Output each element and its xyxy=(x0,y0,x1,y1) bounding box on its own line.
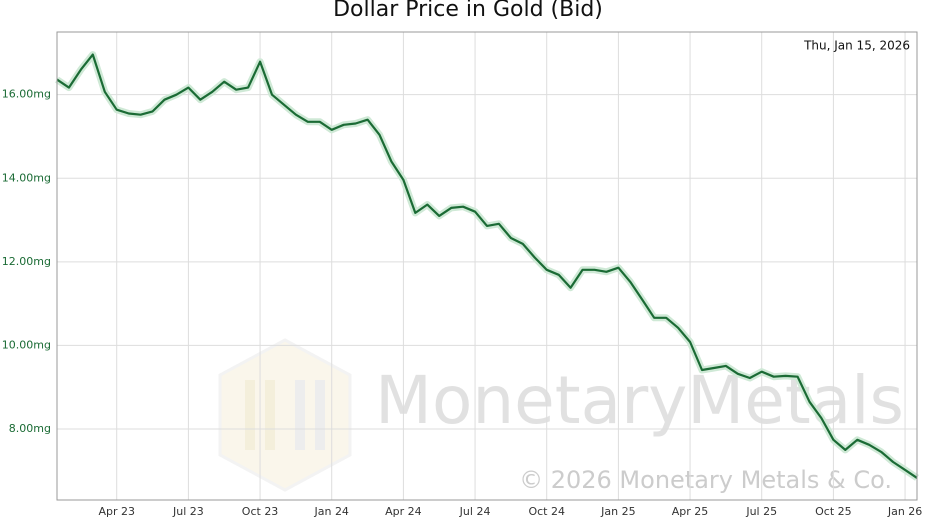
watermark-logo xyxy=(295,380,305,450)
plot xyxy=(55,32,919,500)
y-tick-label: 16.00mg xyxy=(2,88,51,101)
line xyxy=(56,53,918,479)
x-tick-label: Oct 24 xyxy=(528,505,565,518)
y-tick-label: 8.00mg xyxy=(9,422,51,435)
copyright: © 2026 Monetary Metals & Co. xyxy=(519,466,892,494)
watermark-logo xyxy=(218,338,352,492)
x-tick-label: Jul 23 xyxy=(172,505,204,518)
watermark-logo xyxy=(315,380,325,450)
x-tick-label: Jul 25 xyxy=(745,505,777,518)
x-tick-label: Apr 24 xyxy=(385,505,422,518)
watermark: MonetaryMetals xyxy=(218,338,904,492)
x-tick-label: Jan 24 xyxy=(313,505,348,518)
x-tick-label: Apr 23 xyxy=(98,505,135,518)
date-label: Thu, Jan 15, 2026 xyxy=(803,39,910,53)
y-tick-label: 10.00mg xyxy=(2,338,51,351)
chart-title: Dollar Price in Gold (Bid) xyxy=(333,0,603,22)
y-tick-label: 14.00mg xyxy=(2,171,51,184)
y-tick-label: 12.00mg xyxy=(2,255,51,268)
x-tick-label: Apr 25 xyxy=(672,505,709,518)
watermark-text: MonetaryMetals xyxy=(375,362,904,439)
plot-frame xyxy=(56,31,918,501)
watermark-logo xyxy=(265,380,275,450)
x-tick-label: Jan 26 xyxy=(887,505,922,518)
x-tick-label: Oct 25 xyxy=(815,505,852,518)
watermark-logo xyxy=(245,380,255,450)
x-tick-label: Jul 24 xyxy=(459,505,491,518)
x-tick-label: Jan 25 xyxy=(600,505,635,518)
x-tick-label: Oct 23 xyxy=(242,505,279,518)
